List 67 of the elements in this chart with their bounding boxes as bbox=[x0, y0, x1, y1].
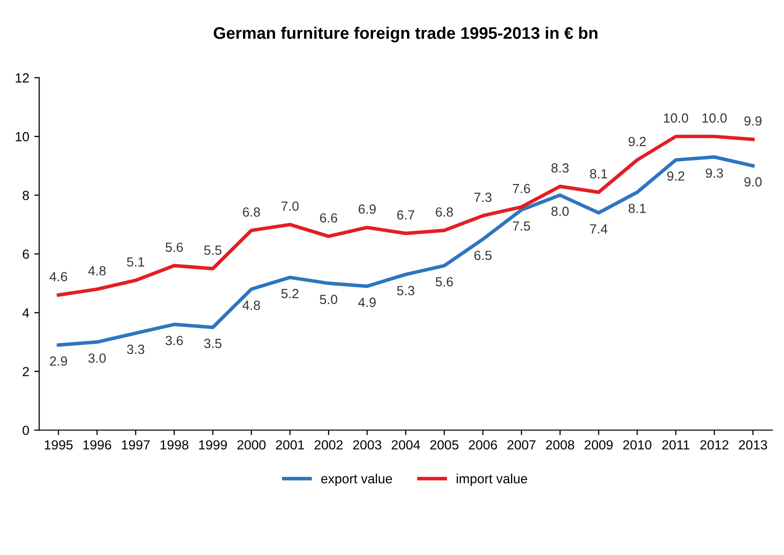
x-tick-label: 2000 bbox=[237, 440, 266, 450]
data-label: 3.5 bbox=[204, 338, 222, 348]
x-tick-label: 1998 bbox=[160, 440, 188, 450]
y-tick-label: 10 bbox=[16, 132, 29, 142]
data-label: 8.3 bbox=[551, 163, 569, 173]
data-label: 6.8 bbox=[242, 207, 260, 217]
chart-title: German furniture foreign trade 1995-2013 in € bn bbox=[214, 26, 598, 42]
data-label: 5.3 bbox=[397, 286, 414, 296]
data-label: 5.2 bbox=[281, 288, 298, 298]
data-label: 8.0 bbox=[551, 206, 569, 216]
y-tick-label: 4 bbox=[22, 308, 30, 318]
x-tick-label: 2006 bbox=[468, 440, 497, 450]
data-label: 7.0 bbox=[281, 201, 299, 211]
x-tick-label: 1995 bbox=[44, 440, 73, 450]
data-label: 7.6 bbox=[512, 184, 530, 194]
y-tick-label: 0 bbox=[22, 426, 29, 436]
data-label: 9.2 bbox=[628, 136, 646, 146]
data-label: 10.0 bbox=[664, 113, 688, 123]
data-label: 6.6 bbox=[320, 213, 338, 223]
data-label: 4.6 bbox=[50, 272, 68, 282]
y-tick-label: 8 bbox=[22, 190, 29, 200]
data-label: 7.3 bbox=[474, 192, 492, 202]
x-tick-label: 2003 bbox=[353, 440, 382, 450]
legend-label: import value bbox=[456, 474, 528, 486]
data-label: 8.1 bbox=[590, 169, 608, 179]
data-label: 3.0 bbox=[88, 353, 106, 363]
data-label: 9.9 bbox=[744, 116, 762, 126]
y-tick-label: 12 bbox=[16, 73, 29, 82]
x-tick-label: 2013 bbox=[738, 440, 768, 450]
x-tick-label: 2012 bbox=[700, 440, 728, 450]
x-tick-label: 2009 bbox=[584, 440, 613, 450]
legend-label: export value bbox=[321, 474, 392, 486]
data-label: 6.9 bbox=[358, 204, 376, 214]
data-label: 6.7 bbox=[397, 210, 414, 220]
x-tick-label: 2008 bbox=[546, 440, 574, 450]
x-tick-label: 2005 bbox=[430, 440, 458, 450]
y-tick-label: 6 bbox=[22, 249, 29, 259]
data-label: 2.9 bbox=[50, 356, 68, 366]
data-label: 6.5 bbox=[474, 250, 492, 260]
data-label: 6.8 bbox=[436, 207, 453, 217]
x-tick-label: 2004 bbox=[392, 440, 420, 450]
x-tick-label: 1996 bbox=[83, 440, 112, 450]
data-label: 5.5 bbox=[204, 246, 222, 255]
data-label: 4.8 bbox=[88, 266, 106, 276]
data-label: 9.0 bbox=[744, 177, 762, 187]
data-label: 9.2 bbox=[667, 171, 684, 181]
data-label: 4.8 bbox=[242, 300, 260, 310]
x-tick-label: 1999 bbox=[199, 440, 227, 450]
data-label: 4.9 bbox=[358, 298, 376, 308]
x-tick-label: 1997 bbox=[122, 440, 150, 450]
x-tick-label: 2002 bbox=[314, 440, 343, 450]
data-label: 3.3 bbox=[126, 344, 144, 354]
data-label: 5.6 bbox=[166, 242, 183, 252]
data-label: 10.0 bbox=[702, 113, 727, 123]
y-tick-label: 2 bbox=[22, 366, 29, 376]
x-tick-label: 2007 bbox=[507, 440, 536, 450]
x-tick-label: 2010 bbox=[623, 440, 652, 450]
data-label: 3.6 bbox=[166, 336, 183, 346]
data-label: 9.3 bbox=[706, 168, 723, 178]
x-tick-label: 2011 bbox=[662, 440, 690, 450]
x-tick-label: 2001 bbox=[276, 440, 304, 450]
data-label: 8.1 bbox=[628, 204, 646, 214]
data-label: 5.0 bbox=[320, 294, 338, 304]
data-label: 5.6 bbox=[436, 277, 453, 286]
data-label: 7.4 bbox=[590, 224, 608, 234]
data-label: 5.1 bbox=[127, 257, 144, 267]
data-label: 7.5 bbox=[512, 221, 530, 231]
